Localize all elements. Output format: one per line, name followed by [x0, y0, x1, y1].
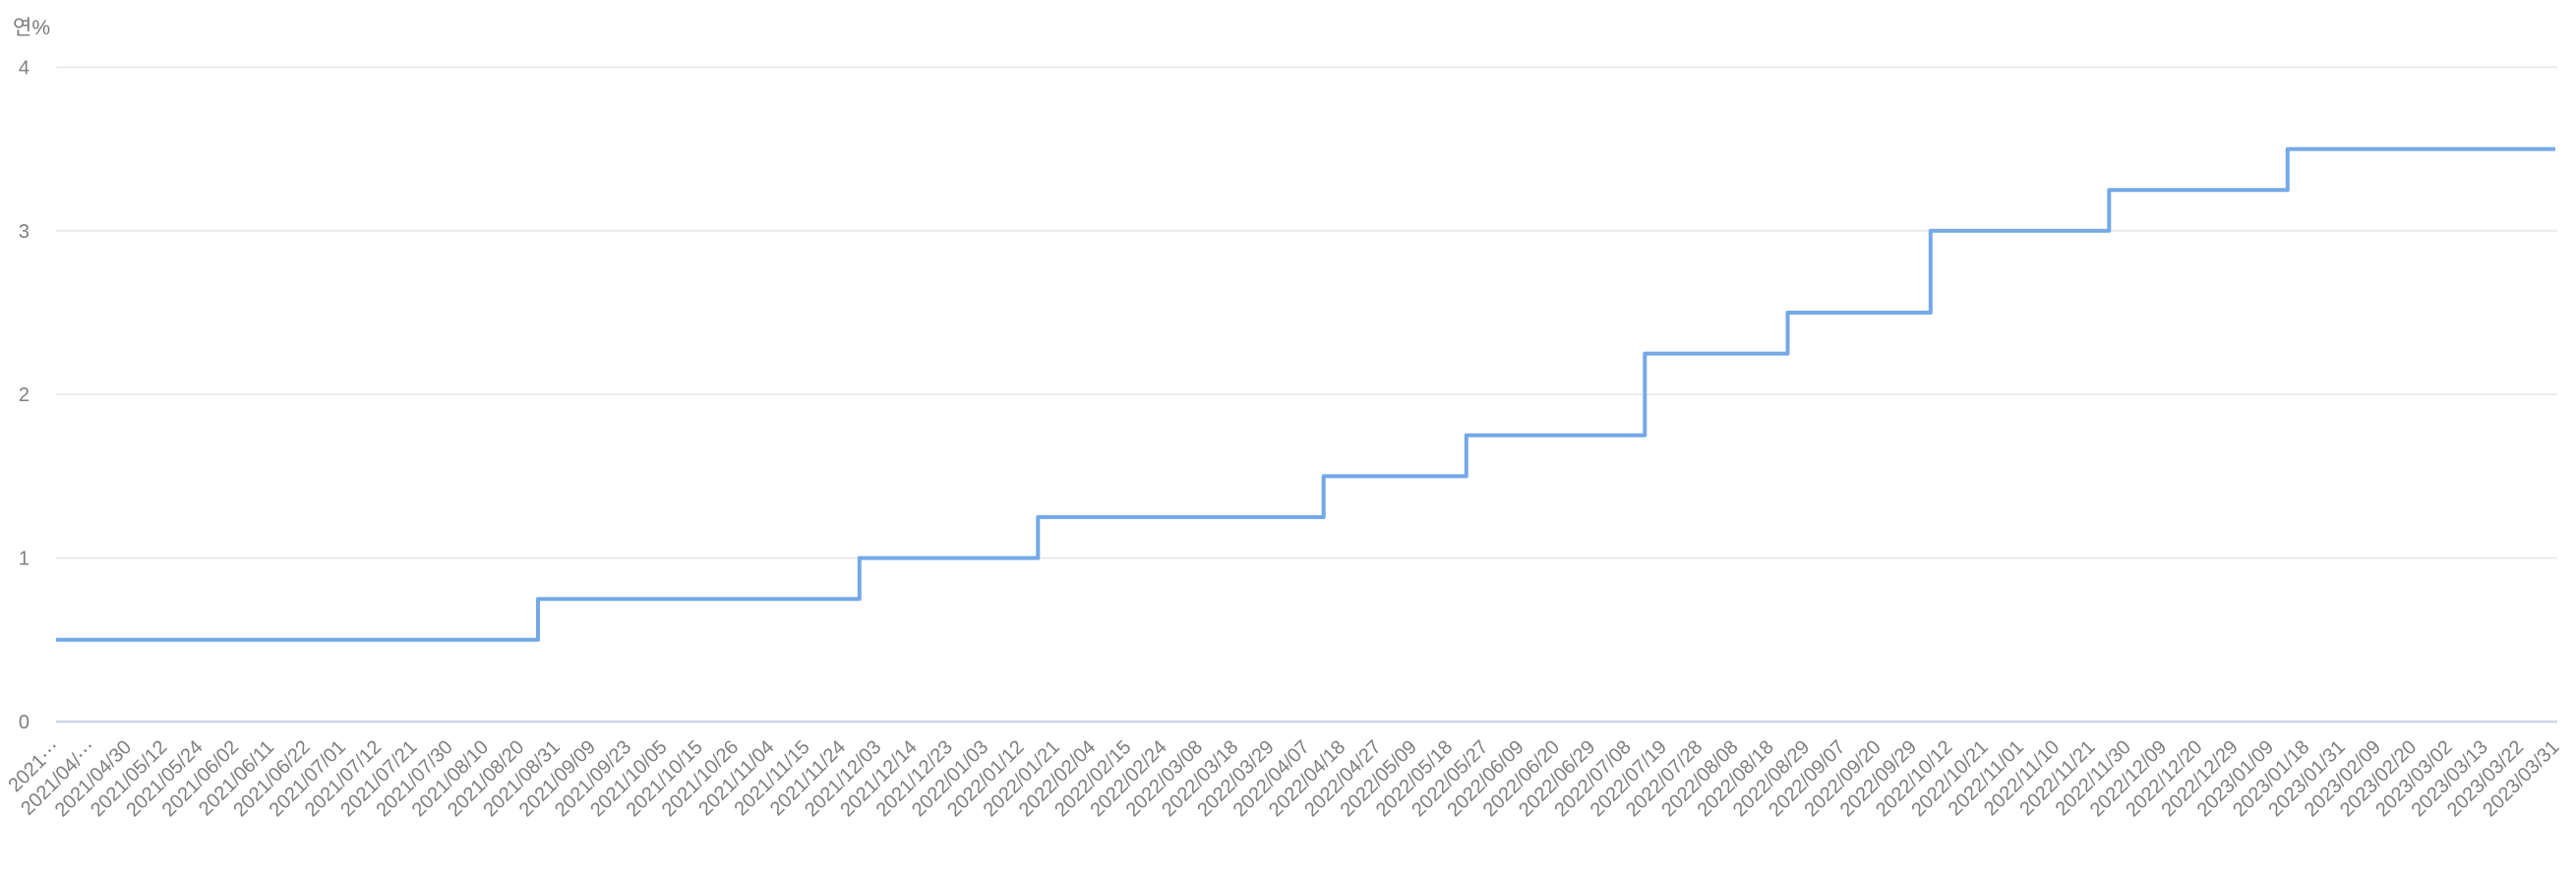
y-tick-label: 0 — [19, 712, 30, 733]
y-tick-label: 4 — [19, 57, 30, 79]
y-tick-label: 3 — [19, 221, 30, 243]
rate-step-line — [56, 146, 2555, 642]
y-tick-label: 2 — [19, 384, 30, 406]
y-tick-label: 1 — [19, 549, 30, 570]
y-axis-unit-label: 연% — [13, 17, 50, 39]
